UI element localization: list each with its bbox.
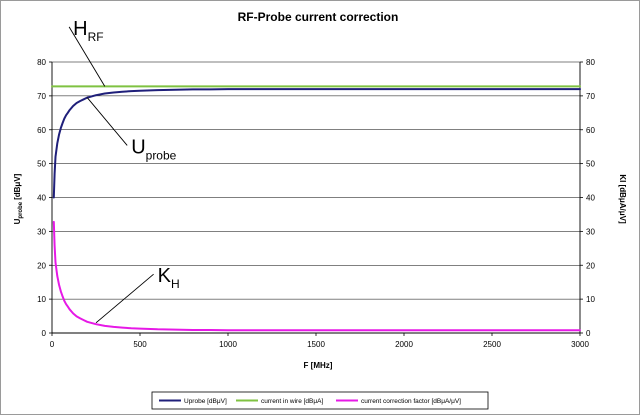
legend: Uprobe [dBμV] current in wire [dBμA] cur…	[151, 391, 489, 410]
y-tick-label: 60	[37, 126, 46, 135]
grid-layer	[52, 61, 580, 300]
y2-tick-label: 60	[586, 126, 595, 135]
x-axis-label: F [MHz]	[304, 361, 333, 370]
annotation-label-0: HRF	[73, 18, 103, 44]
annotation-main: H	[73, 18, 87, 40]
chart-title: RF-Probe current correction	[238, 10, 399, 24]
y2-tick-label: 50	[586, 160, 595, 169]
y-tick-label: 40	[37, 194, 46, 203]
y-tick-label: 30	[37, 227, 46, 236]
y2-tick-label: 40	[586, 194, 595, 203]
y-axis-label-sub: probe	[18, 201, 24, 218]
y-tick-label: 20	[37, 261, 46, 270]
annotation-leader-2	[95, 273, 154, 324]
annotation-leader-1	[86, 97, 128, 146]
y-tick-label: 70	[37, 92, 46, 101]
annotation-leader-0	[68, 26, 106, 87]
y-tick-label: 10	[37, 295, 46, 304]
y-axis-label-main: U	[13, 218, 22, 224]
y-tick-label: 50	[37, 160, 46, 169]
x-tick-label: 2000	[395, 340, 413, 349]
series-line-2	[52, 220, 581, 332]
x-tick-label: 3000	[571, 340, 589, 349]
y2-tick-label: 10	[586, 295, 595, 304]
x-tick-label: 1500	[307, 340, 325, 349]
y-tick-label: 0	[42, 329, 47, 338]
legend-label-uprobe: Uprobe [dBμV]	[184, 398, 227, 405]
x-tick-label: 500	[133, 340, 147, 349]
annotation-sub: RF	[88, 30, 104, 44]
x-tick-label: 2500	[483, 340, 501, 349]
annotation-label-2: KH	[158, 265, 180, 291]
y2-tick-label: 70	[586, 92, 595, 101]
annotation-main: K	[158, 265, 172, 287]
annotation-sub: H	[171, 277, 180, 291]
y2-tick-label: 0	[586, 329, 591, 338]
annotation-sub: probe	[146, 148, 177, 162]
annotation-main: U	[131, 136, 145, 158]
y2-tick-label: 80	[586, 58, 595, 67]
y2-axis-label: KI [dBμA/μV]	[618, 174, 627, 224]
legend-label-current-in-wire: current in wire [dBμA]	[261, 398, 323, 405]
legend-box	[151, 391, 489, 410]
annotation-label-1: Uprobe	[131, 136, 176, 162]
x-tick-label: 0	[50, 340, 55, 349]
y-axis-label-unit: [dBμV]	[13, 173, 22, 200]
y2-tick-label: 30	[586, 227, 595, 236]
y-tick-label: 80	[37, 58, 46, 67]
y-axis-label: Uprobe[dBμV]	[13, 173, 24, 224]
y2-tick-label: 20	[586, 261, 595, 270]
x-tick-label: 1000	[219, 340, 237, 349]
legend-label-correction-factor: current correction factor [dBμA/μV]	[361, 398, 461, 405]
